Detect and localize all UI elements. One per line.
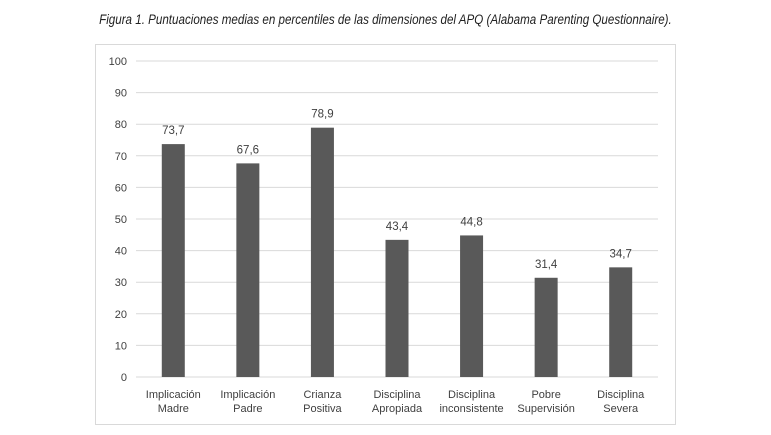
bar	[236, 163, 260, 377]
y-tick-label: 70	[115, 151, 127, 163]
bar	[460, 235, 484, 377]
x-tick-label: Pobre	[531, 389, 560, 401]
x-tick-label: Disciplina	[373, 389, 421, 401]
bar	[310, 127, 334, 378]
data-label: 31,4	[535, 259, 558, 271]
y-tick-label: 60	[115, 182, 127, 194]
data-label: 34,7	[610, 248, 632, 260]
data-label: 43,4	[386, 221, 409, 233]
y-tick-label: 90	[115, 88, 127, 100]
bar	[385, 239, 409, 377]
x-tick-label: Padre	[233, 403, 262, 415]
x-tick-label: Implicación	[146, 389, 201, 401]
y-tick-label: 0	[121, 372, 127, 384]
x-tick-label: Madre	[158, 403, 189, 415]
x-tick-label: Crianza	[303, 389, 342, 401]
y-tick-label: 20	[115, 309, 127, 321]
x-tick-label: Disciplina	[597, 389, 645, 401]
chart-frame	[95, 44, 676, 425]
x-tick-label: Supervisión	[517, 403, 574, 415]
y-tick-label: 80	[115, 119, 127, 131]
x-tick-label: Apropiada	[372, 403, 423, 415]
figure-caption: Figura 1. Puntuaciones medias en percent…	[99, 12, 672, 27]
data-label: 67,6	[237, 144, 259, 156]
x-tick-label: Disciplina	[448, 389, 496, 401]
bar	[534, 277, 558, 377]
x-tick-label: Severa	[603, 403, 639, 415]
y-tick-label: 50	[115, 214, 127, 226]
x-tick-label: Implicación	[220, 389, 275, 401]
y-tick-label: 30	[115, 277, 127, 289]
x-tick-label: inconsistente	[439, 403, 503, 415]
bar	[161, 144, 185, 377]
bar	[609, 267, 633, 377]
data-label: 73,7	[162, 125, 184, 137]
data-label: 78,9	[311, 109, 333, 121]
y-tick-label: 40	[115, 246, 127, 258]
y-tick-label: 100	[109, 56, 127, 68]
x-tick-label: Positiva	[303, 403, 342, 415]
data-label: 44,8	[460, 216, 482, 228]
y-tick-label: 10	[115, 340, 127, 352]
